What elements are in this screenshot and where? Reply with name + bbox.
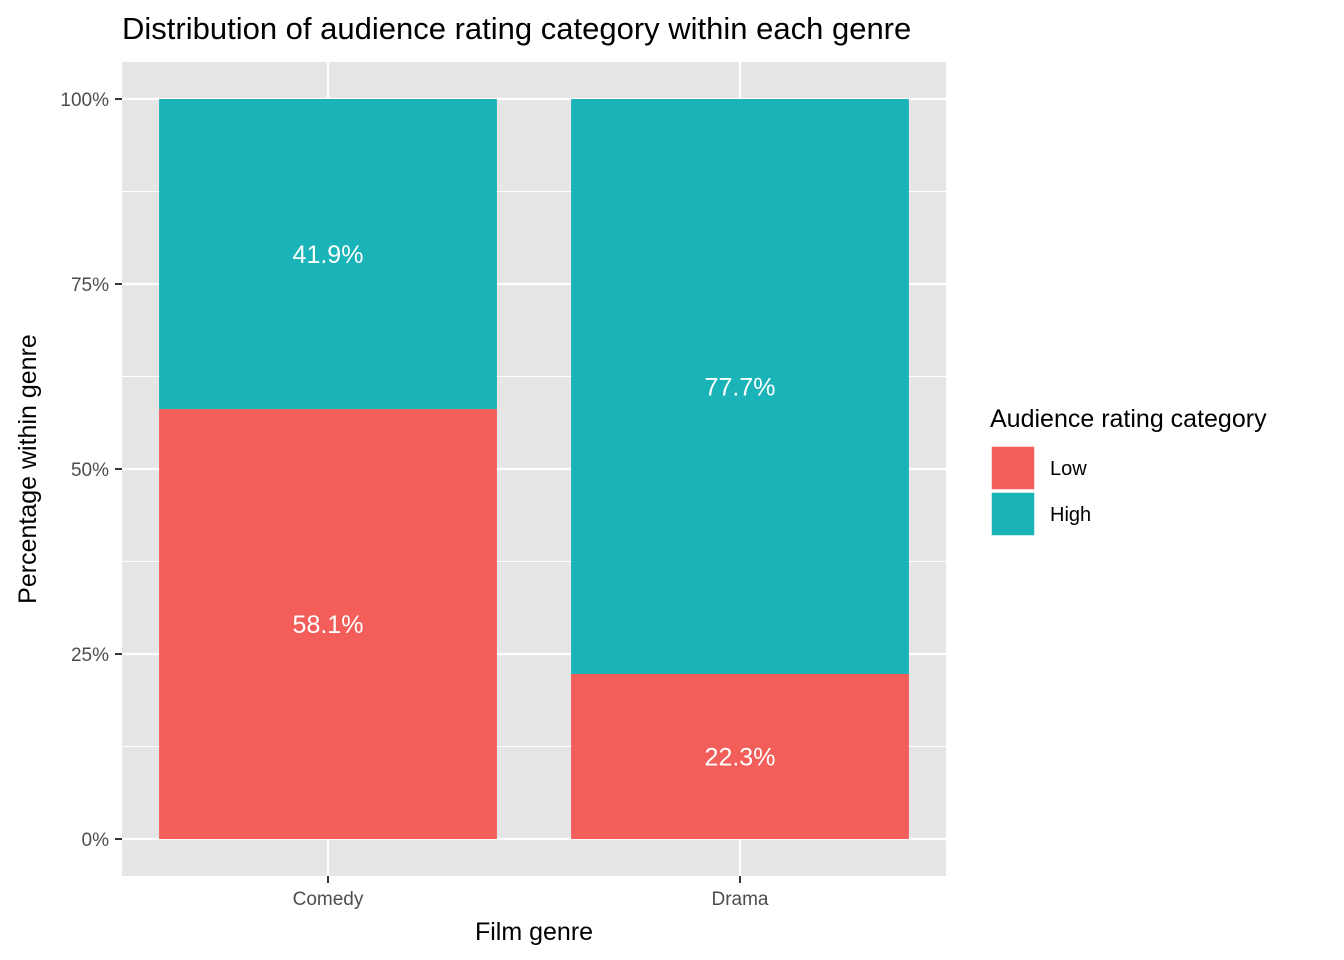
legend-title: Audience rating category — [990, 405, 1267, 433]
bars — [159, 99, 909, 839]
y-tick-label: 75% — [71, 275, 109, 296]
x-tick-label-comedy: Comedy — [293, 889, 364, 910]
legend: Audience rating category Low High — [990, 405, 1267, 537]
bar-labels: 58.1% 41.9% 22.3% 77.7% — [293, 241, 776, 771]
legend-key-high — [990, 491, 1036, 537]
x-axis: Comedy Drama — [293, 876, 769, 910]
bar-drama-high — [571, 99, 909, 674]
data-label-drama-low: 22.3% — [705, 743, 776, 771]
y-tick-label: 0% — [82, 830, 110, 851]
bar-comedy-high — [159, 99, 497, 410]
x-axis-title: Film genre — [475, 918, 593, 946]
data-label-drama-high: 77.7% — [705, 373, 776, 401]
data-label-comedy-low: 58.1% — [293, 611, 364, 639]
chart-title: Distribution of audience rating category… — [122, 11, 911, 46]
y-tick-label: 50% — [71, 460, 109, 481]
legend-key-low — [990, 445, 1036, 491]
y-axis-title: Percentage within genre — [14, 334, 42, 604]
y-tick-label: 100% — [60, 90, 109, 111]
data-label-comedy-high: 41.9% — [293, 241, 364, 269]
y-tick-label: 25% — [71, 645, 109, 666]
bar-drama-low — [571, 673, 909, 839]
legend-label-high: High — [1050, 504, 1091, 526]
y-axis: 0% 25% 50% 75% 100% — [60, 90, 122, 851]
bar-comedy-low — [159, 409, 497, 839]
legend-label-low: Low — [1050, 458, 1087, 480]
legend-entries: Low High — [990, 445, 1091, 537]
x-tick-label-drama: Drama — [711, 889, 768, 910]
